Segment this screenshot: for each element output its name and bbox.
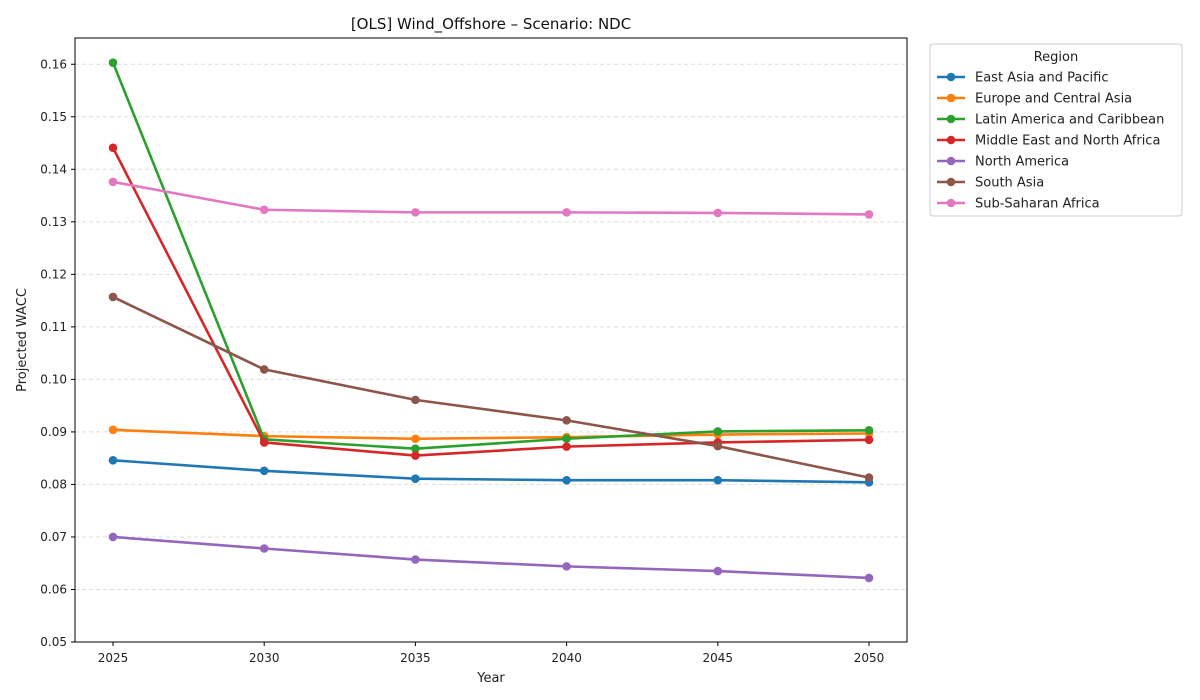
series-line: [111, 147, 870, 457]
legend-swatch-marker: [946, 93, 956, 103]
series-line: [112, 295, 870, 479]
x-tick-label: 2050: [854, 651, 885, 665]
legend-item: Middle East and North Africa: [937, 134, 1160, 149]
legend-swatch-marker: [946, 177, 956, 187]
legend-swatch-marker: [946, 135, 956, 145]
data-point: [411, 208, 420, 217]
series-lines: [108, 58, 874, 583]
data-point: [562, 434, 571, 444]
x-tick-label: 2045: [703, 651, 734, 665]
y-tick-label: 0.09: [40, 425, 67, 439]
data-point: [562, 208, 571, 217]
series-line: [112, 180, 870, 216]
data-point: [713, 427, 723, 436]
y-tick-label: 0.13: [40, 215, 67, 229]
plot-frame: [74, 37, 908, 643]
legend-title: Region: [1034, 50, 1079, 65]
data-point: [411, 395, 420, 405]
legend-item: North America: [937, 155, 1069, 170]
x-tick-label: 2035: [400, 651, 431, 665]
data-point: [108, 58, 118, 67]
series-3: [108, 143, 874, 460]
series-5: [108, 292, 874, 482]
data-point: [259, 438, 269, 447]
data-point: [411, 555, 420, 564]
data-point: [864, 473, 874, 482]
data-point: [108, 292, 118, 302]
y-tick-label: 0.05: [40, 635, 67, 649]
data-point: [864, 426, 874, 435]
legend-label: North America: [975, 155, 1069, 170]
data-point: [108, 143, 118, 153]
data-point: [108, 425, 118, 435]
legend-swatch-marker: [946, 156, 956, 166]
y-tick-label: 0.12: [40, 267, 67, 281]
legend-label: Europe and Central Asia: [975, 92, 1132, 107]
series-4: [108, 532, 874, 583]
legend-item: Latin America and Caribbean: [937, 113, 1164, 128]
data-point: [562, 475, 571, 485]
x-tick-label: 2025: [98, 651, 129, 665]
x-axis-title: Year: [476, 671, 505, 686]
data-point: [259, 365, 269, 374]
y-axis: 0.05 0.06 0.07 0.08 0.09 0.10 0.11 0.12 0.13 0.14…: [40, 57, 75, 649]
legend-label: Middle East and North Africa: [975, 134, 1160, 149]
y-tick-label: 0.07: [40, 530, 67, 544]
data-point: [713, 475, 723, 485]
x-axis: 2025 2030 2035 2040 2045 2050: [98, 642, 885, 665]
data-point: [108, 177, 118, 187]
series-line: [112, 428, 870, 441]
data-point: [562, 416, 571, 425]
y-tick-label: 0.10: [40, 372, 67, 386]
x-tick-label: 2040: [551, 651, 582, 665]
data-point: [562, 562, 571, 571]
chart-title: [OLS] Wind_Offshore – Scenario: NDC: [351, 15, 631, 34]
series-line: [112, 535, 870, 580]
y-tick-label: 0.15: [40, 110, 67, 124]
data-point: [864, 210, 874, 219]
y-axis-title: Projected WACC: [15, 288, 30, 392]
legend-swatch-marker: [946, 198, 956, 208]
y-tick-label: 0.11: [40, 320, 67, 334]
data-point: [562, 442, 571, 451]
data-point: [864, 435, 874, 445]
data-point: [713, 208, 723, 218]
data-point: [411, 434, 420, 444]
legend-label: East Asia and Pacific: [975, 71, 1108, 86]
legend-item: South Asia: [937, 176, 1044, 191]
data-point: [713, 566, 723, 576]
data-point: [713, 441, 723, 451]
legend-box: [929, 43, 1183, 217]
legend-label: Latin America and Caribbean: [975, 113, 1164, 128]
data-point: [259, 544, 269, 553]
legend-label: South Asia: [975, 176, 1044, 191]
legend-swatch-marker: [946, 72, 956, 82]
gridlines: [75, 63, 907, 643]
legend: Region East Asia and Pacific Europe and C…: [929, 43, 1183, 217]
data-point: [259, 466, 269, 476]
data-point: [411, 474, 420, 483]
legend-item: East Asia and Pacific: [937, 71, 1108, 86]
x-tick-label: 2030: [249, 651, 280, 665]
legend-label: Sub-Saharan Africa: [975, 197, 1100, 212]
data-point: [108, 455, 118, 465]
data-point: [411, 451, 420, 460]
series-line: [112, 458, 870, 484]
series-0: [108, 455, 874, 487]
legend-item: Europe and Central Asia: [937, 92, 1132, 107]
data-point: [864, 573, 874, 583]
data-point: [259, 205, 269, 215]
legend-item: Sub-Saharan Africa: [937, 197, 1100, 212]
series-line: [111, 62, 870, 451]
y-tick-label: 0.14: [40, 162, 67, 176]
series-2: [108, 58, 874, 454]
legend-swatch-marker: [946, 114, 956, 124]
data-point: [108, 532, 118, 542]
series-6: [108, 177, 874, 219]
y-tick-label: 0.06: [40, 582, 67, 596]
y-tick-label: 0.16: [40, 57, 67, 71]
data-point: [411, 444, 420, 454]
y-tick-label: 0.08: [40, 477, 67, 491]
